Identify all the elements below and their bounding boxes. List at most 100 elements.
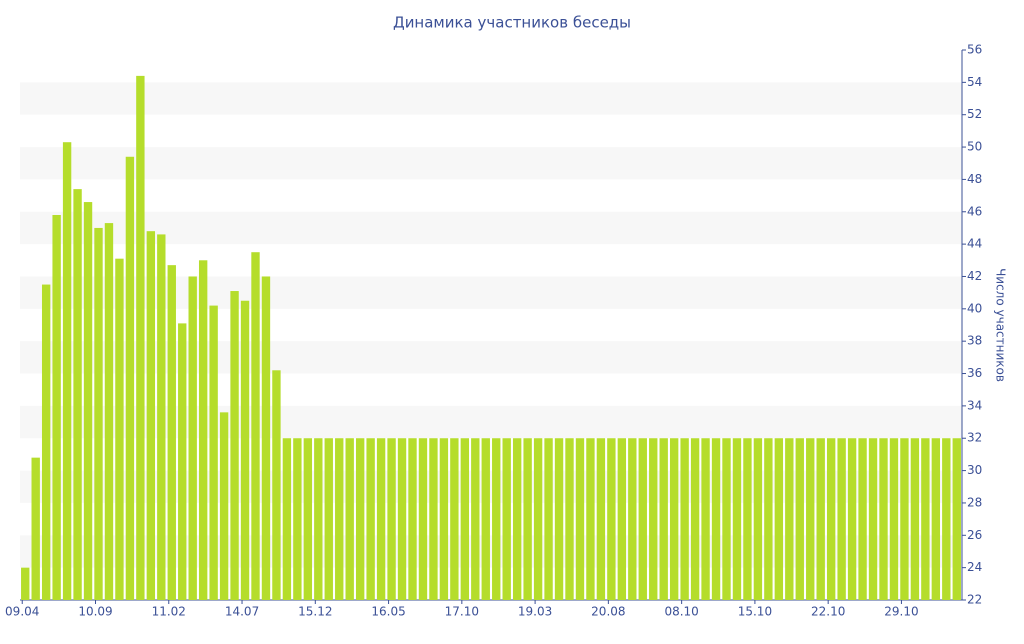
bar [837,438,846,600]
bar [52,215,61,600]
bar [722,438,731,600]
grid-band [20,211,962,245]
grid-band [20,535,962,568]
bar [900,438,909,600]
bar [83,202,93,600]
bar [607,438,616,600]
grid-band [20,276,962,309]
x-tick-label: 11.02 [152,605,186,619]
bar [701,438,710,600]
y-tick-label: 30 [967,463,982,477]
y-tick-label: 44 [967,237,982,251]
y-axis-label: Число участников [994,268,1008,382]
bar [324,438,333,600]
x-tick-label: 15.12 [298,605,332,619]
bar [240,300,250,600]
grid-band [20,470,962,503]
bar [408,438,417,600]
bar [94,227,103,601]
bar [104,223,114,600]
x-tick-label: 09.04 [5,605,39,619]
bar [596,438,606,600]
bar [512,438,522,600]
bar [910,438,920,600]
bar [481,438,490,600]
bar [774,438,784,600]
bar [586,438,595,600]
x-tick-label: 20.08 [591,605,625,619]
bar [879,438,888,600]
bar [167,265,176,600]
bar [533,438,543,600]
bar [889,438,899,600]
bar [366,438,375,600]
bar [711,438,721,600]
bar [806,438,815,600]
bar [659,438,668,600]
bar [41,284,51,600]
grid-band [20,405,962,439]
bar [785,438,794,600]
bar [868,438,878,600]
y-tick-label: 56 [967,43,982,57]
bar [146,231,156,601]
bar [136,75,145,601]
bar [418,438,428,600]
bar [198,260,208,600]
bar [544,438,553,600]
y-tick-label: 24 [967,560,982,574]
x-tick-label: 15.10 [738,605,772,619]
y-tick-label: 26 [967,528,982,542]
bar [743,438,752,600]
bar [795,438,804,600]
bar [335,438,344,600]
bar [157,234,166,601]
bar [826,438,836,600]
grid-band [20,341,962,374]
bar [502,438,511,600]
bar [753,438,763,600]
y-tick-label: 22 [967,593,982,607]
y-tick-label: 54 [967,75,982,89]
bar [272,370,281,600]
bar [764,438,773,600]
bar [565,438,574,600]
bar [523,438,532,600]
bar [397,438,407,600]
x-tick-label: 14.07 [225,605,259,619]
bar [314,438,323,600]
bar [816,438,825,600]
bar [492,438,501,600]
chart-title: Динамика участников беседы [393,14,631,32]
bar [942,438,951,600]
bar [387,438,396,600]
bar [115,258,124,600]
y-tick-label: 52 [967,107,982,121]
bar [293,438,302,600]
x-tick-label: 08.10 [664,605,698,619]
y-tick-label: 28 [967,495,982,509]
bar [952,438,961,600]
bar [188,276,197,600]
x-tick-label: 16.05 [371,605,405,619]
bar [73,189,82,600]
y-tick-label: 48 [967,172,982,186]
bar [178,323,187,600]
bar [680,438,689,600]
y-tick-label: 34 [967,398,982,412]
bar [450,438,459,600]
bar [732,438,742,600]
grid-band [20,147,962,180]
bar [460,438,470,600]
bar [355,438,365,600]
bar [638,438,647,600]
bar [628,438,637,600]
bar [251,252,260,601]
x-tick-label: 22.10 [811,605,845,619]
x-tick-label: 10.09 [78,605,112,619]
bar [649,438,658,600]
x-tick-label: 19.03 [518,605,552,619]
bar [690,438,700,600]
bar [439,438,449,600]
y-tick-label: 40 [967,301,982,315]
